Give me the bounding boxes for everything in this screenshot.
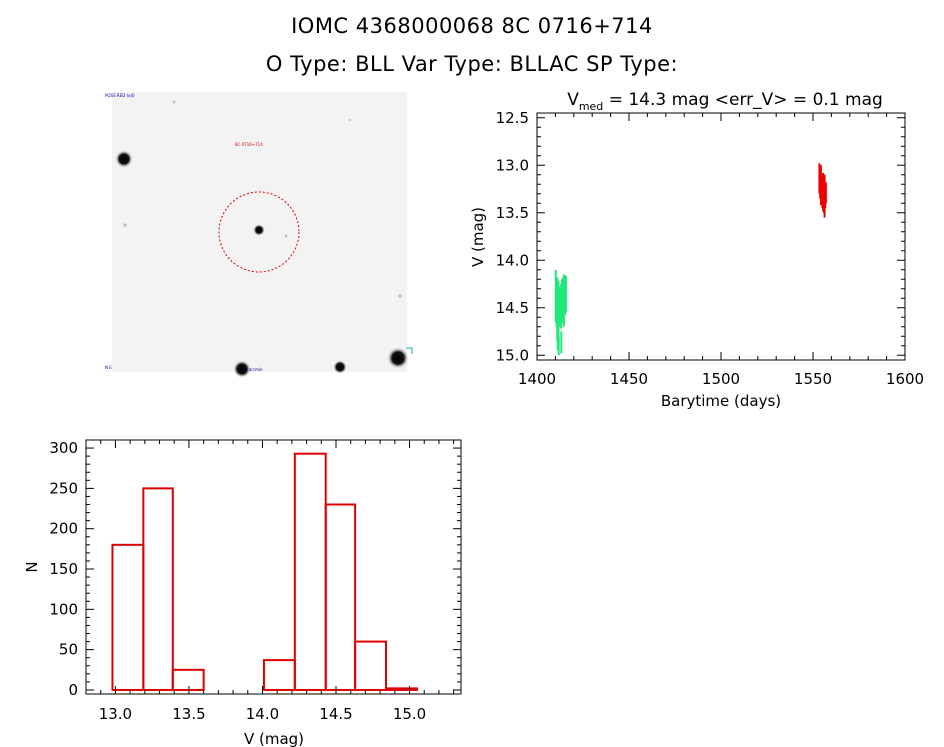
finder-star: [122, 222, 128, 228]
finder-target-star: [253, 224, 265, 236]
lc-y-tick-label: 13.0: [496, 156, 529, 174]
finder-compass: [406, 347, 413, 354]
light-curve-chart: Vmed = 14.3 mag <err_V> = 0.1 mag 1400 14…: [469, 90, 924, 410]
hist-plot-frame: [85, 439, 462, 695]
hist-y-tick-label: 300: [49, 439, 78, 457]
lc-y-tick-label: 14.5: [496, 299, 529, 317]
finder-chart: POSS RED (x4) 8C 0716+714 N E 1 arcmin: [105, 92, 413, 378]
finder-star: [233, 360, 251, 378]
finder-star: [333, 360, 347, 374]
finder-star: [348, 118, 352, 122]
hist-y-tick-label: 100: [49, 600, 78, 618]
lc-title: Vmed = 14.3 mag <err_V> = 0.1 mag: [567, 90, 883, 113]
lc-x-tick-label: 1600: [886, 370, 924, 388]
lc-x-axis-label: Barytime (days): [661, 392, 781, 410]
hist-bar: [262, 659, 296, 691]
lc-x-tick-label: 1450: [610, 370, 648, 388]
finder-star: [115, 150, 133, 168]
finder-star: [171, 99, 177, 105]
hist-y-axis-label: N: [23, 561, 41, 572]
histogram-chart: 13.0 13.5 14.0 14.5 15.0 050100150200250300 …: [23, 439, 462, 747]
lc-x-tick-label: 1500: [702, 370, 740, 388]
hist-x-axis-label: V (mag): [244, 730, 304, 747]
hist-x-tick-label: 13.5: [172, 705, 205, 723]
hist-bar: [385, 687, 418, 691]
hist-y-tick-label: 150: [49, 560, 78, 578]
hist-bar: [171, 668, 205, 691]
finder-scale-label: 1 arcmin: [245, 367, 263, 372]
lc-plot-frame: [536, 112, 906, 361]
finder-orientation-label: N E: [105, 365, 112, 370]
hist-bar: [293, 452, 327, 691]
hist-x-tick-label: 14.0: [246, 705, 279, 723]
hist-y-tick-label: 0: [68, 681, 78, 699]
chart-title-object: IOMC 4368000068 8C 0716+714: [291, 14, 653, 38]
hist-bar: [354, 640, 387, 691]
lc-y-tick-label: 15.0: [496, 346, 529, 364]
lc-y-tick-label: 14.0: [496, 251, 529, 269]
lc-y-tick-label: 13.5: [496, 204, 529, 222]
hist-x-tick-label: 14.5: [319, 705, 352, 723]
finder-marker-label: 8C 0716+714: [235, 142, 263, 147]
lc-x-tick-label: 1550: [794, 370, 832, 388]
hist-bar: [324, 503, 357, 691]
hist-bar: [111, 543, 145, 691]
target-circle: [218, 191, 300, 273]
hist-x-tick-label: 13.0: [99, 705, 132, 723]
chart-title-types: O Type: BLL Var Type: BLLAC SP Type:: [265, 52, 679, 76]
hist-y-tick-label: 250: [49, 479, 78, 497]
lc-y-tick-label: 12.5: [496, 109, 529, 127]
lc-x-tick-label: 1400: [518, 370, 556, 388]
hist-y-tick-label: 50: [59, 641, 78, 659]
finder-star: [397, 293, 403, 299]
finder-star: [387, 347, 409, 369]
finder-star: [283, 233, 289, 239]
finder-survey-label: POSS RED (x4): [105, 93, 135, 98]
hist-y-tick-label: 200: [49, 520, 78, 538]
lc-y-axis-label: V (mag): [469, 207, 487, 267]
hist-x-tick-label: 15.0: [393, 705, 426, 723]
hist-bar: [142, 487, 174, 691]
